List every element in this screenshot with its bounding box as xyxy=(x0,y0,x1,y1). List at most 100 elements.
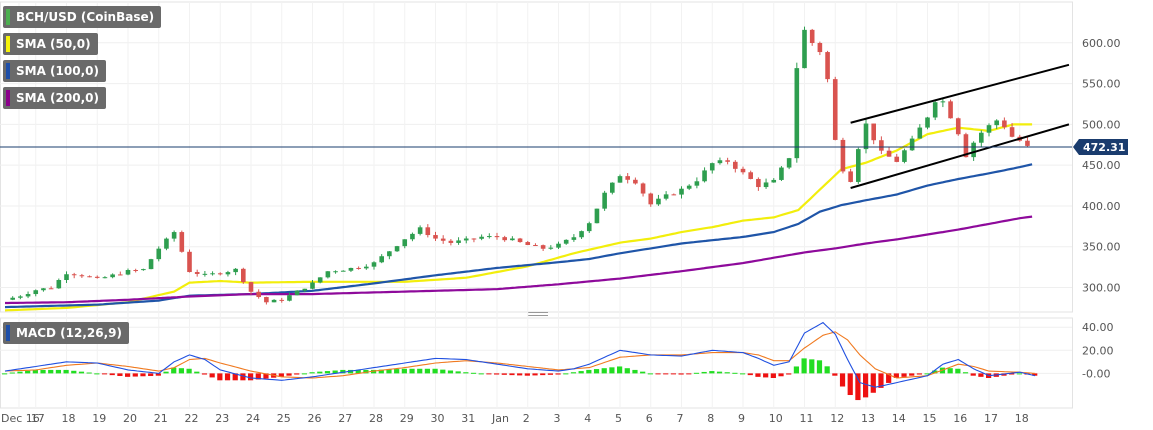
histogram-bar-negative xyxy=(532,373,538,376)
histogram-bar-negative xyxy=(832,373,838,376)
candle-up xyxy=(10,297,15,300)
date-tick-label: 7 xyxy=(677,412,684,425)
candle-down xyxy=(733,161,738,169)
candle-down xyxy=(187,251,192,273)
histogram-bar-negative xyxy=(240,373,246,381)
candle-up xyxy=(902,150,907,162)
candle-down xyxy=(71,274,77,276)
axes: 600.00 550.00 500.00 450.00 400.00 350.00 300.… xyxy=(1,37,1121,425)
channel-lower-line xyxy=(850,123,1070,189)
date-tick-label: 25 xyxy=(277,412,291,425)
histogram-bar-negative xyxy=(778,373,784,377)
candle-down xyxy=(356,267,361,269)
candle-down xyxy=(502,237,507,241)
candle-up xyxy=(771,179,777,183)
current-price-label: 472.31 xyxy=(1083,141,1125,154)
candle-up xyxy=(663,194,669,199)
candle-up xyxy=(33,290,39,295)
histogram-bar-positive xyxy=(455,371,461,374)
candle-up xyxy=(164,238,169,249)
histogram-bar-positive xyxy=(86,372,92,374)
date-tick-label: 15 xyxy=(923,412,937,425)
main-panel-frame xyxy=(0,1,1073,313)
candle-up xyxy=(156,248,162,260)
histogram-bar-positive xyxy=(63,369,69,374)
histogram-bar-positive xyxy=(640,371,646,374)
histogram-bar-negative xyxy=(893,373,899,378)
candle-down xyxy=(671,194,677,196)
candle-down xyxy=(433,235,438,239)
histogram-bar-positive xyxy=(71,370,77,374)
histogram-bar-positive xyxy=(563,373,569,375)
histogram-bar-positive xyxy=(424,368,431,374)
histogram-bar-positive xyxy=(947,368,953,374)
histogram-bar-negative xyxy=(839,373,846,387)
date-tick-label: 2 xyxy=(523,412,530,425)
date-tick-label: 26 xyxy=(308,412,322,425)
candle-up xyxy=(364,266,369,269)
histogram-bar-positive xyxy=(624,368,630,374)
current-price-tag xyxy=(1073,138,1128,155)
histogram-bar-positive xyxy=(417,368,423,374)
candle-up xyxy=(932,102,938,118)
candle-up xyxy=(709,163,715,171)
histogram-bar-negative xyxy=(770,373,776,378)
candle-up xyxy=(333,271,338,273)
sma50-line xyxy=(4,123,1033,312)
legend-sma50[interactable]: SMA (50,0) xyxy=(3,33,98,55)
histogram-bar-negative xyxy=(509,373,515,376)
candle-down xyxy=(248,282,254,292)
candle-down xyxy=(848,171,853,182)
histogram-bar-negative xyxy=(786,373,792,375)
candle-up xyxy=(41,288,46,291)
candle-down xyxy=(625,176,630,180)
histogram-bar-negative xyxy=(663,373,669,375)
histogram-bar-positive xyxy=(1016,373,1022,375)
histogram-bar-negative xyxy=(547,373,554,375)
legend-macd[interactable]: MACD (12,26,9) xyxy=(3,322,130,344)
date-tick-label: 9 xyxy=(738,412,745,425)
candle-up xyxy=(148,259,154,270)
candle-down xyxy=(948,101,953,119)
histogram-bar-negative xyxy=(901,373,907,377)
legend-sma100[interactable]: SMA (100,0) xyxy=(3,60,106,82)
candle-up xyxy=(556,243,561,248)
histogram-bar-positive xyxy=(440,369,446,374)
histogram-bar-positive xyxy=(824,366,830,374)
histogram-bar-negative xyxy=(847,373,853,396)
candle-up xyxy=(586,223,592,232)
candle-up xyxy=(602,192,607,209)
candle-up xyxy=(610,182,615,193)
candle-up xyxy=(679,188,684,195)
date-tick-label: 22 xyxy=(185,412,199,425)
candle-down xyxy=(48,288,54,290)
histogram-bar-negative xyxy=(209,373,215,378)
candle-up xyxy=(294,290,300,296)
candle-down xyxy=(241,268,246,283)
date-tick-label: 14 xyxy=(892,412,906,425)
candle-down xyxy=(648,193,654,205)
histogram-bar-positive xyxy=(301,373,308,375)
histogram-bar-positive xyxy=(924,373,930,375)
candle-down xyxy=(217,273,223,275)
date-tick-label: 20 xyxy=(123,412,137,425)
price-line-layer: 472.31 xyxy=(0,138,1128,155)
histogram-bar-positive xyxy=(716,371,723,374)
candle-up xyxy=(233,268,238,273)
histogram-bar-negative xyxy=(232,373,238,381)
candle-down xyxy=(809,29,815,44)
histogram-bar-negative xyxy=(909,373,915,376)
date-tick-label: 21 xyxy=(154,412,168,425)
date-tick-label: 23 xyxy=(215,412,229,425)
legend-pair[interactable]: BCH/USD (CoinBase) xyxy=(3,6,162,28)
trend-channel xyxy=(850,63,1070,189)
candle-up xyxy=(702,170,707,182)
macd-tick-label: -0.00 xyxy=(1082,367,1110,380)
legend-macd-swatch xyxy=(6,325,10,341)
histogram-bar-positive xyxy=(740,373,746,375)
legend-sma200[interactable]: SMA (200,0) xyxy=(3,87,106,109)
histogram-bar-positive xyxy=(609,367,615,374)
histogram-bar-negative xyxy=(109,373,115,376)
histogram-bar-positive xyxy=(470,372,477,374)
